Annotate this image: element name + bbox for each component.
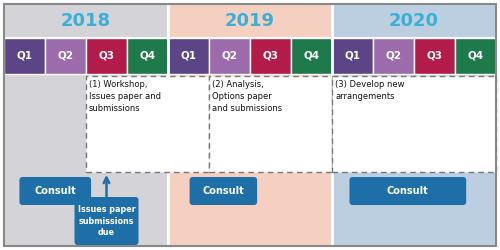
- Bar: [168, 74, 332, 246]
- Text: Q3: Q3: [426, 51, 442, 61]
- Bar: [168, 4, 332, 38]
- Text: Q1: Q1: [16, 51, 32, 61]
- Bar: [250, 38, 291, 74]
- FancyBboxPatch shape: [86, 76, 209, 172]
- FancyBboxPatch shape: [20, 177, 91, 205]
- Bar: [332, 74, 496, 246]
- Bar: [4, 4, 168, 38]
- Bar: [414, 38, 455, 74]
- Text: 2020: 2020: [389, 12, 439, 30]
- Text: Q4: Q4: [468, 51, 483, 61]
- Text: Q3: Q3: [262, 51, 278, 61]
- FancyBboxPatch shape: [190, 177, 257, 205]
- FancyBboxPatch shape: [350, 177, 466, 205]
- Bar: [127, 38, 168, 74]
- Text: Q4: Q4: [304, 51, 320, 61]
- Text: Q1: Q1: [344, 51, 360, 61]
- Bar: [373, 38, 414, 74]
- Text: 2018: 2018: [61, 12, 111, 30]
- FancyBboxPatch shape: [74, 197, 138, 245]
- Text: Consult: Consult: [34, 186, 76, 196]
- Text: (1) Workshop,
Issues paper and
submissions: (1) Workshop, Issues paper and submissio…: [89, 80, 161, 112]
- Text: Q4: Q4: [140, 51, 156, 61]
- Bar: [209, 38, 250, 74]
- Text: Q3: Q3: [98, 51, 114, 61]
- Bar: [332, 4, 496, 38]
- Bar: [332, 38, 373, 74]
- Text: (3) Develop new
arrangements: (3) Develop new arrangements: [335, 80, 404, 101]
- Bar: [291, 38, 332, 74]
- Text: Consult: Consult: [387, 186, 428, 196]
- Text: 2019: 2019: [225, 12, 275, 30]
- Bar: [4, 38, 45, 74]
- Bar: [4, 74, 168, 246]
- Bar: [455, 38, 496, 74]
- Text: Q2: Q2: [222, 51, 238, 61]
- FancyBboxPatch shape: [332, 76, 496, 172]
- Bar: [45, 38, 86, 74]
- Text: Issues paper
submissions
due: Issues paper submissions due: [78, 206, 136, 236]
- Text: Q2: Q2: [386, 51, 402, 61]
- Bar: [86, 38, 127, 74]
- Bar: [168, 38, 209, 74]
- FancyBboxPatch shape: [209, 76, 332, 172]
- Text: Q2: Q2: [58, 51, 74, 61]
- Text: Q1: Q1: [180, 51, 196, 61]
- Text: (2) Analysis,
Options paper
and submissions: (2) Analysis, Options paper and submissi…: [212, 80, 282, 112]
- Text: Consult: Consult: [202, 186, 244, 196]
